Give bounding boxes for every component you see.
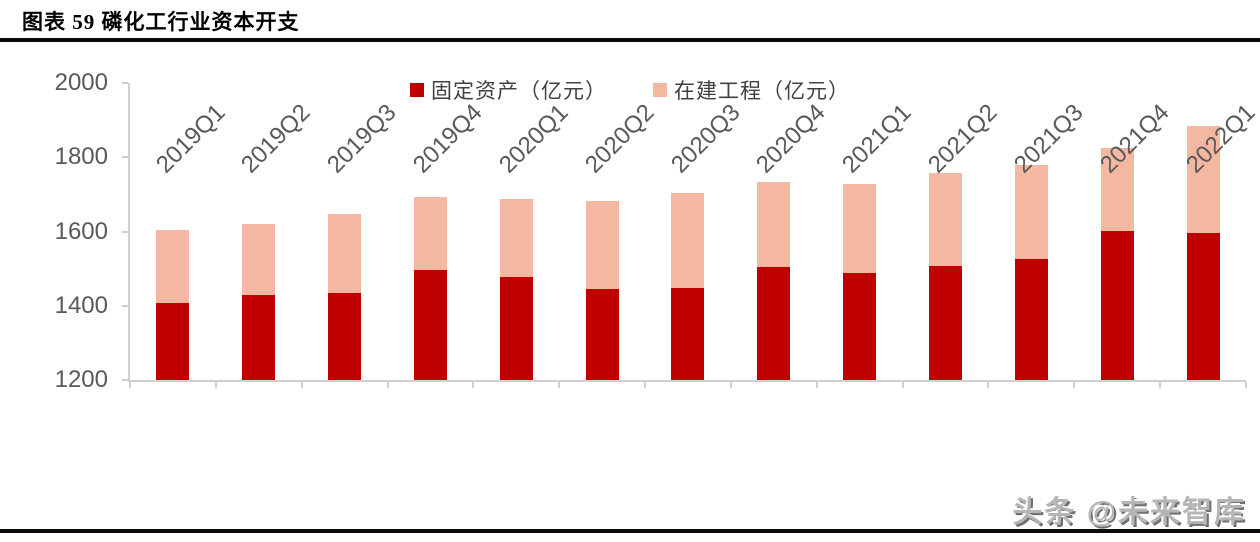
stacked-bar xyxy=(1186,125,1220,380)
fixed-assets-segment xyxy=(843,272,877,380)
bar-group: 2021Q2 xyxy=(903,83,1003,380)
stacked-bar xyxy=(585,200,619,380)
legend-item: 固定资产（亿元） xyxy=(410,75,607,105)
x-axis-tick xyxy=(214,382,217,388)
y-axis-tick-label: 1200 xyxy=(54,366,108,393)
cip-segment xyxy=(328,214,362,293)
chart-legend: 固定资产（亿元） 在建工程（亿元） xyxy=(0,75,1260,105)
y-axis-tick-label: 1800 xyxy=(54,143,108,171)
stacked-bar xyxy=(757,182,791,380)
x-axis-tick xyxy=(1159,382,1162,388)
stacked-bar xyxy=(499,199,533,380)
bar-group: 2021Q4 xyxy=(1074,83,1174,380)
x-axis-tick xyxy=(386,382,389,388)
cip-segment xyxy=(156,229,190,304)
legend-swatch-icon xyxy=(410,83,424,97)
stacked-bar xyxy=(328,214,362,380)
x-axis-tick xyxy=(1073,382,1076,388)
bar-group: 2019Q1 xyxy=(130,83,230,380)
bar-group: 2021Q3 xyxy=(988,83,1088,380)
cip-segment xyxy=(499,199,533,278)
y-axis-tick-label: 1600 xyxy=(54,217,108,245)
cip-segment xyxy=(929,173,963,267)
x-axis-tick xyxy=(558,382,561,388)
fixed-assets-segment xyxy=(242,295,276,380)
y-axis-tick xyxy=(122,82,128,84)
stacked-bar xyxy=(413,197,447,380)
x-axis-tick xyxy=(815,382,818,388)
fixed-assets-segment xyxy=(585,288,619,380)
legend-label: 在建工程（亿元） xyxy=(674,80,850,103)
bar-group: 2020Q2 xyxy=(559,83,659,380)
bar-group: 2019Q4 xyxy=(388,83,488,380)
legend-label: 固定资产（亿元） xyxy=(431,80,607,103)
cip-segment xyxy=(1014,164,1048,260)
x-axis-tick xyxy=(729,382,732,388)
y-axis-tick xyxy=(122,379,128,381)
bar-group: 2019Q3 xyxy=(302,83,402,380)
fixed-assets-segment xyxy=(1100,231,1134,380)
legend-item: 在建工程（亿元） xyxy=(653,75,850,105)
watermark-text: 头条 @未来智库 xyxy=(1012,496,1246,529)
x-axis-tick xyxy=(987,382,990,388)
fixed-assets-segment xyxy=(328,292,362,380)
cip-segment xyxy=(585,200,619,289)
stacked-bar xyxy=(1100,147,1134,380)
bar-group: 2022Q1 xyxy=(1160,83,1260,380)
stacked-bar xyxy=(1014,164,1048,380)
y-axis-tick xyxy=(122,304,128,307)
stacked-bar xyxy=(843,183,877,380)
fixed-assets-segment xyxy=(1186,232,1220,380)
fixed-assets-segment xyxy=(499,277,533,380)
cip-segment xyxy=(757,182,791,267)
fixed-assets-segment xyxy=(1014,259,1048,380)
bar-group: 2020Q1 xyxy=(473,83,573,380)
x-axis-tick xyxy=(300,382,303,388)
fixed-assets-segment xyxy=(929,266,963,380)
bar-group: 2020Q4 xyxy=(731,83,831,380)
stacked-bar xyxy=(242,224,276,380)
y-axis-tick xyxy=(122,230,128,233)
y-axis-tick-label: 2000 xyxy=(54,69,108,96)
fixed-assets-segment xyxy=(671,287,705,380)
y-axis-tick-label: 1400 xyxy=(54,291,108,319)
bar-group: 2020Q3 xyxy=(645,83,745,380)
y-axis-labels: 2000 1800 1600 1400 1200 xyxy=(0,69,108,393)
x-axis-tick xyxy=(1245,382,1247,388)
bottom-divider-line xyxy=(0,529,1260,533)
cip-segment xyxy=(242,224,276,296)
stacked-bar xyxy=(156,229,190,380)
cip-segment xyxy=(1186,125,1220,233)
cip-segment xyxy=(413,197,447,270)
stacked-bar xyxy=(929,173,963,380)
cip-segment xyxy=(671,192,705,288)
x-axis-tick xyxy=(901,382,904,388)
legend-swatch-icon xyxy=(653,83,667,97)
fixed-assets-segment xyxy=(757,266,791,380)
title-divider-line xyxy=(0,38,1260,42)
plot-area: 2019Q1 2019Q2 2019Q3 2019Q4 2020Q1 2020Q2 2020… xyxy=(122,82,1260,388)
bar-group: 2019Q2 xyxy=(216,83,316,380)
fixed-assets-segment xyxy=(156,303,190,380)
figure-title: 图表 59 磷化工行业资本开支 xyxy=(22,10,300,34)
bar-group: 2021Q1 xyxy=(817,83,917,380)
cip-segment xyxy=(843,183,877,273)
x-axis-tick xyxy=(644,382,647,388)
x-axis-tick xyxy=(129,382,131,388)
stacked-bar xyxy=(671,192,705,380)
fixed-assets-segment xyxy=(413,269,447,380)
y-axis-tick xyxy=(122,156,128,159)
x-axis-tick xyxy=(472,382,475,388)
cip-segment xyxy=(1100,147,1134,232)
